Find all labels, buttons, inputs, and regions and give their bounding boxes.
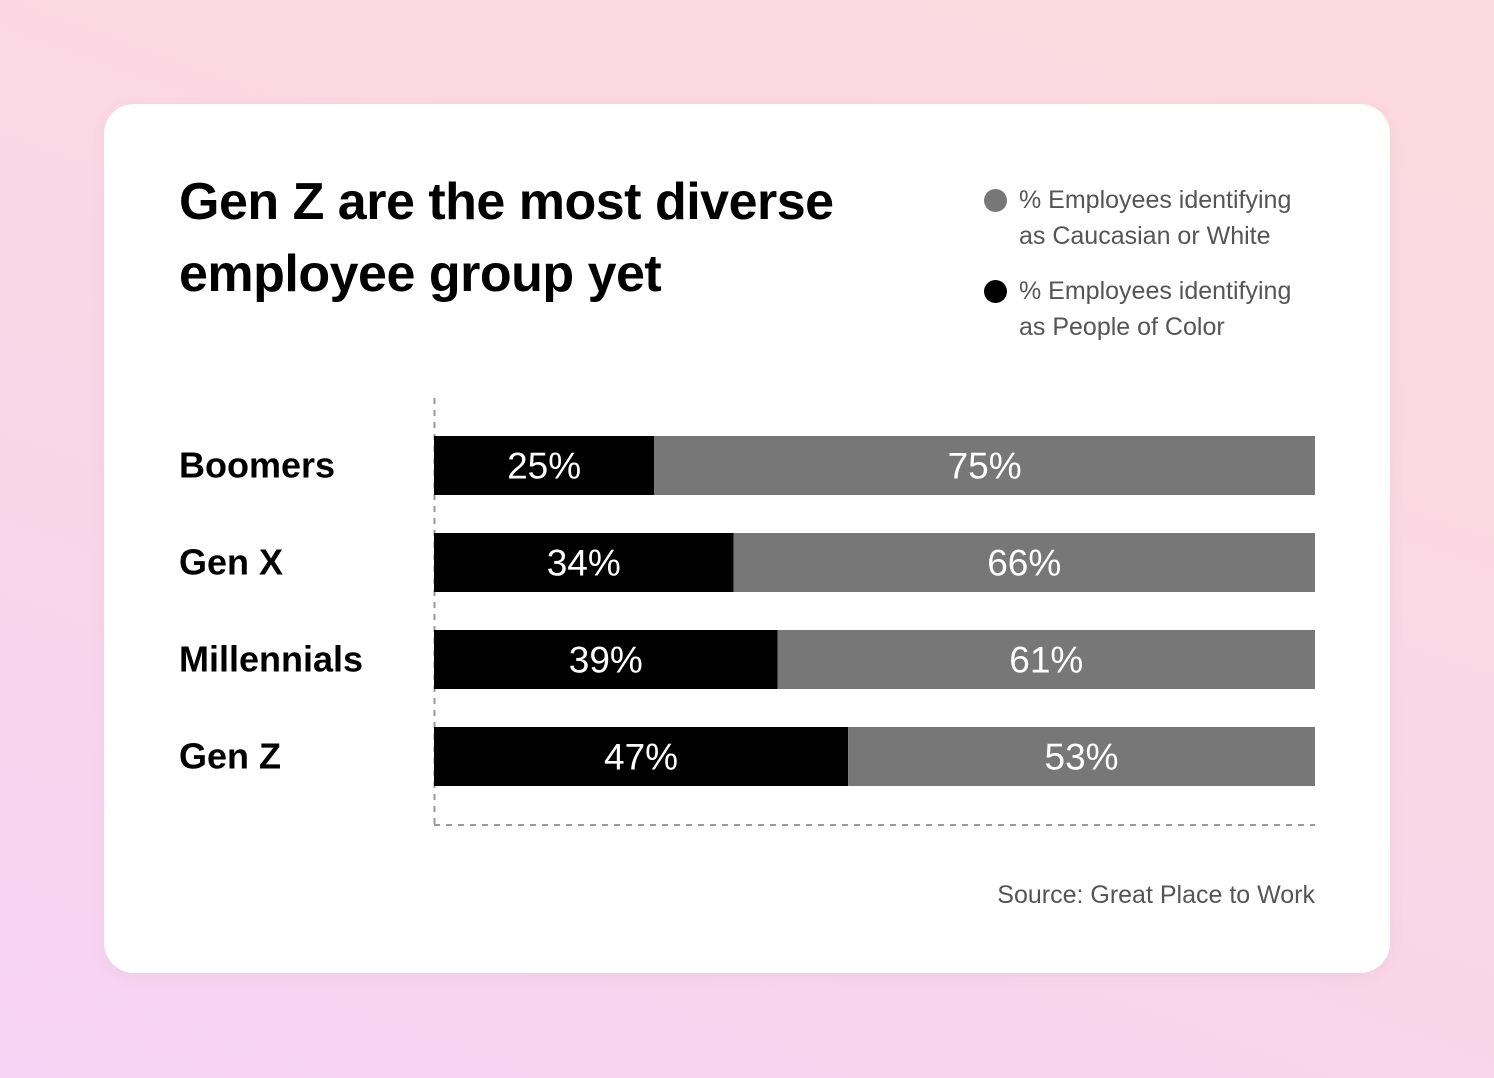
chart-card: Gen Z are the most diverse employee grou… (104, 104, 1390, 973)
legend-label-caucasian-line-1: % Employees identifying (1019, 186, 1292, 214)
bar-gen-x-people-of-color (434, 533, 734, 592)
chart-title-line-2: employee group yet (179, 245, 662, 303)
legend-label-caucasian-line-2: as Caucasian or White (1019, 222, 1271, 250)
data-label-gen-z-people-of-color: 47% (604, 737, 678, 778)
data-label-gen-x-caucasian: 66% (987, 543, 1061, 584)
data-label-boomers-people-of-color: 25% (507, 446, 581, 487)
legend-item-caucasian: % Employees identifying as Caucasian or … (984, 182, 1324, 254)
chart-legend: % Employees identifying as Caucasian or … (984, 182, 1324, 364)
legend-swatch-people-of-color (984, 280, 1007, 303)
stacked-bar-chart: Boomers 25% 75% Gen X 34% 66% Millennials 39% 61… (179, 398, 1315, 826)
legend-label-people-of-color-line-1: % Employees identifying (1019, 277, 1292, 305)
chart-title-line-1: Gen Z are the most diverse (179, 173, 834, 231)
category-label-gen-x: Gen X (179, 542, 283, 583)
bar-millennials-people-of-color (434, 630, 778, 689)
bar-boomers-people-of-color (434, 436, 655, 495)
data-label-boomers-caucasian: 75% (948, 446, 1022, 487)
category-label-gen-z: Gen Z (179, 736, 281, 777)
bar-millennials-caucasian (777, 630, 1315, 689)
legend-swatch-caucasian (984, 189, 1007, 212)
category-label-boomers: Boomers (179, 445, 335, 486)
bar-boomers-caucasian (654, 436, 1315, 495)
legend-label-people-of-color-line-2: as People of Color (1019, 313, 1225, 341)
bar-gen-z-caucasian (848, 727, 1315, 786)
data-label-millennials-caucasian: 61% (1009, 640, 1083, 681)
data-label-millennials-people-of-color: 39% (569, 640, 643, 681)
chart-title: Gen Z are the most diverse employee grou… (179, 166, 899, 310)
category-label-millennials: Millennials (179, 639, 363, 680)
legend-item-people-of-color: % Employees identifying as People of Col… (984, 273, 1324, 345)
source-note: Source: Great Place to Work (997, 881, 1315, 909)
bar-gen-x-caucasian (733, 533, 1315, 592)
bar-gen-z-people-of-color (434, 727, 849, 786)
data-label-gen-x-people-of-color: 34% (547, 543, 621, 584)
data-label-gen-z-caucasian: 53% (1045, 737, 1119, 778)
